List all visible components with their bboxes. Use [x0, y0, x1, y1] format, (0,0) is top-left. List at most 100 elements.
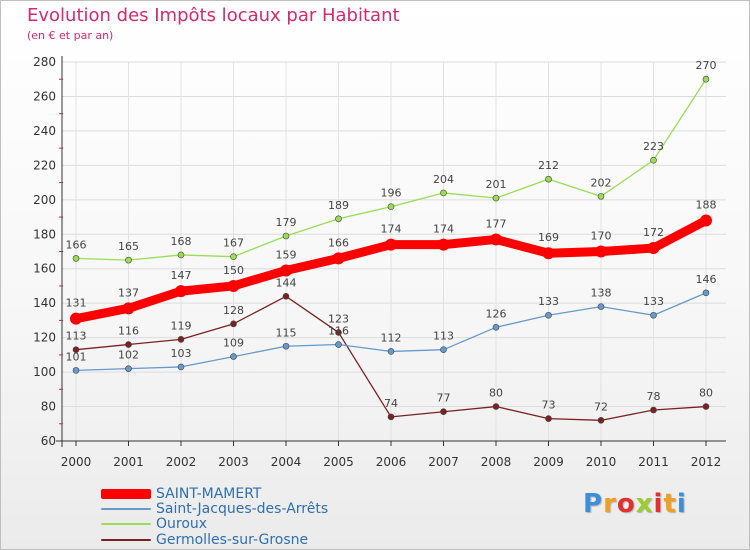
legend-label-saint-mamert: SAINT-MAMERT	[156, 486, 262, 502]
legend-label-saint-jacques: Saint-Jacques-des-Arrêts	[156, 501, 329, 517]
data-label-ouroux-2001: 165	[118, 240, 139, 253]
point-germolles-sur-grosne-2003	[230, 320, 237, 328]
data-label-ouroux-2012: 270	[696, 59, 717, 72]
data-label-saint-jacques-des-arr-ts-2010: 138	[591, 287, 612, 300]
data-label-saint-mamert-2005: 166	[328, 236, 349, 249]
y-tick-label-200: 200	[33, 193, 56, 207]
data-label-germolles-sur-grosne-2008: 80	[489, 387, 503, 400]
point-germolles-sur-grosne-2001	[125, 341, 132, 348]
data-label-saint-jacques-des-arr-ts-2011: 133	[643, 295, 664, 308]
data-label-saint-mamert-2002: 147	[171, 269, 192, 282]
point-ouroux-2002	[177, 251, 185, 259]
point-ouroux-2010	[597, 193, 605, 200]
point-ouroux-2003	[230, 253, 237, 260]
data-label-germolles-sur-grosne-2004: 144	[276, 276, 297, 289]
x-tick-label-2008: 2008	[481, 455, 512, 469]
data-label-ouroux-2007: 204	[433, 173, 454, 186]
x-tick-label-2004: 2004	[271, 455, 302, 469]
point-saint-jacques-des-arr-ts-2003	[230, 353, 237, 360]
point-ouroux-2004	[282, 232, 290, 240]
point-saint-mamert-2003	[227, 279, 240, 292]
point-germolles-sur-grosne-2000	[72, 346, 80, 353]
data-label-saint-jacques-des-arr-ts-2001: 102	[118, 349, 139, 362]
point-saint-mamert-2012	[700, 214, 712, 227]
point-ouroux-2005	[335, 215, 342, 223]
data-label-saint-mamert-2007: 174	[433, 223, 454, 236]
data-label-saint-jacques-des-arr-ts-2009: 133	[538, 295, 559, 308]
point-saint-mamert-2004	[280, 264, 292, 277]
legend-label-germolles: Germolles-sur-Grosne	[156, 532, 309, 548]
data-label-ouroux-2011: 223	[643, 140, 664, 153]
data-label-saint-jacques-des-arr-ts-2003: 109	[223, 337, 244, 350]
data-label-ouroux-2004: 179	[276, 216, 297, 229]
data-label-germolles-sur-grosne-2007: 77	[437, 392, 451, 405]
x-tick-label-2006: 2006	[376, 455, 407, 469]
legend-swatch-ouroux	[101, 523, 151, 525]
point-ouroux-2001	[125, 256, 132, 264]
data-label-germolles-sur-grosne-2005: 123	[328, 312, 349, 325]
proxiti-logo: Proxiti	[583, 489, 687, 519]
y-tick-label-280: 280	[33, 55, 56, 69]
point-saint-mamert-2002	[175, 285, 187, 298]
data-label-saint-jacques-des-arr-ts-2004: 115	[276, 326, 297, 339]
data-label-germolles-sur-grosne-2006: 74	[384, 397, 398, 410]
legend-item-saint-jacques: Saint-Jacques-des-Arrêts	[101, 501, 328, 517]
point-saint-mamert-2005	[332, 252, 345, 265]
data-label-saint-jacques-des-arr-ts-2006: 112	[381, 331, 402, 344]
data-label-ouroux-2010: 202	[591, 176, 612, 189]
point-saint-mamert-2006	[385, 238, 397, 251]
point-germolles-sur-grosne-2012	[702, 403, 710, 410]
point-saint-jacques-des-arr-ts-2004	[282, 342, 290, 350]
point-saint-jacques-des-arr-ts-2000	[72, 367, 80, 374]
point-germolles-sur-grosne-2008	[492, 403, 500, 410]
data-label-saint-mamert-2004: 159	[276, 248, 297, 261]
point-saint-mamert-2008	[490, 233, 502, 246]
y-tick-label-60: 60	[41, 434, 56, 448]
x-tick-label-2000: 2000	[61, 455, 92, 469]
point-saint-mamert-2001	[122, 302, 135, 315]
point-ouroux-2006	[387, 203, 395, 211]
point-ouroux-2011	[650, 156, 657, 164]
data-label-ouroux-2008: 201	[486, 178, 507, 191]
data-label-saint-jacques-des-arr-ts-2002: 103	[171, 347, 192, 360]
data-label-germolles-sur-grosne-2003: 128	[223, 304, 244, 317]
data-label-ouroux-2006: 196	[381, 187, 402, 200]
data-label-saint-mamert-2009: 169	[538, 231, 559, 244]
x-tick-label-2012: 2012	[691, 455, 722, 469]
y-tick-label-140: 140	[33, 296, 56, 310]
data-label-saint-mamert-2000: 131	[66, 297, 87, 310]
point-germolles-sur-grosne-2002	[177, 336, 185, 343]
point-ouroux-2012	[702, 75, 710, 83]
point-saint-jacques-des-arr-ts-2006	[387, 348, 395, 355]
x-tick-label-2001: 2001	[113, 455, 144, 469]
data-label-ouroux-2005: 189	[328, 199, 349, 212]
point-germolles-sur-grosne-2011	[650, 406, 657, 414]
data-label-ouroux-2002: 168	[171, 235, 192, 248]
legend-item-saint-mamert: SAINT-MAMERT	[101, 486, 262, 502]
data-label-saint-mamert-2003: 150	[223, 264, 244, 277]
x-tick-label-2005: 2005	[323, 455, 354, 469]
legend-swatch-saint-jacques	[101, 508, 151, 510]
point-germolles-sur-grosne-2006	[387, 413, 395, 421]
y-tick-label-80: 80	[41, 400, 56, 414]
point-saint-mamert-2011	[647, 242, 660, 255]
data-label-saint-mamert-2011: 172	[643, 226, 664, 239]
y-tick-label-180: 180	[33, 227, 56, 241]
x-tick-label-2002: 2002	[166, 455, 197, 469]
x-tick-label-2009: 2009	[533, 455, 564, 469]
y-tick-label-100: 100	[33, 365, 56, 379]
data-label-saint-mamert-2008: 177	[486, 217, 507, 230]
x-tick-label-2003: 2003	[218, 455, 249, 469]
data-label-germolles-sur-grosne-2001: 116	[118, 325, 139, 338]
point-ouroux-2000	[72, 255, 80, 262]
point-saint-mamert-2000	[70, 312, 82, 325]
point-germolles-sur-grosne-2005	[335, 329, 342, 336]
data-label-ouroux-2000: 166	[66, 238, 87, 251]
point-saint-jacques-des-arr-ts-2008	[492, 323, 500, 331]
point-germolles-sur-grosne-2009	[545, 415, 552, 422]
chart-title: Evolution des Impôts locaux par Habitant	[27, 5, 400, 26]
y-tick-label-240: 240	[33, 124, 56, 138]
point-ouroux-2007	[440, 189, 447, 197]
point-saint-jacques-des-arr-ts-2005	[335, 341, 342, 348]
